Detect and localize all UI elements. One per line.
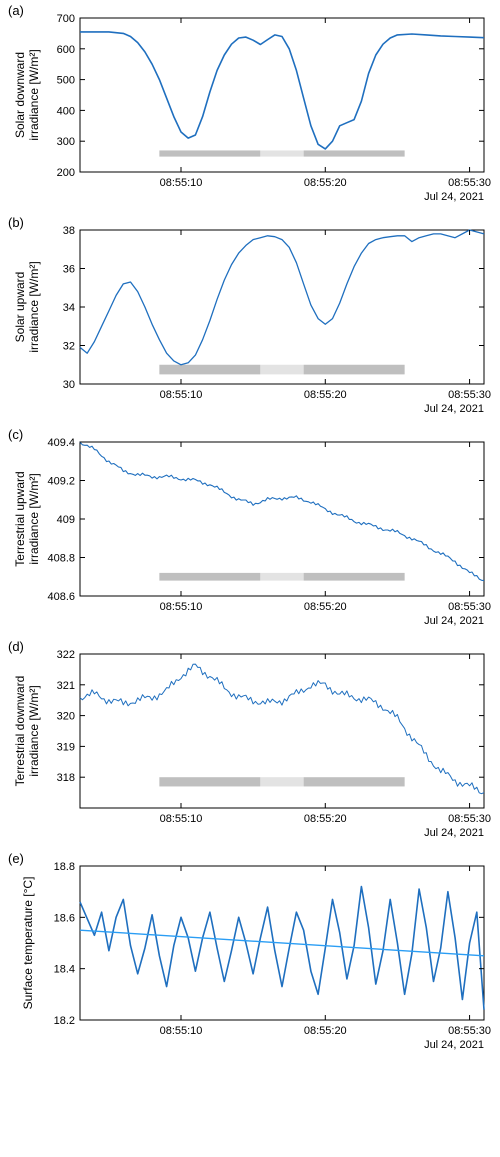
ytick-label: 300 — [57, 136, 75, 148]
yaxis-label: Terrestrial upwardirradiance [W/m²] — [13, 471, 41, 566]
svg-text:Surface temperature [°C]: Surface temperature [°C] — [21, 877, 35, 1010]
shade-segment — [260, 777, 303, 786]
xtick-label: 08:55:30 — [448, 389, 491, 401]
ytick-label: 32 — [63, 341, 75, 353]
shade-segment — [304, 150, 405, 156]
data-line — [80, 442, 484, 580]
xtick-label: 08:55:30 — [448, 177, 491, 189]
trend-line — [80, 930, 484, 956]
svg-text:Terrestrial upward: Terrestrial upward — [13, 471, 27, 566]
ytick-label: 318 — [57, 772, 75, 784]
ytick-label: 18.2 — [54, 1015, 75, 1027]
shade-segment — [159, 365, 260, 375]
ytick-label: 400 — [57, 105, 75, 117]
plot-frame — [80, 230, 484, 384]
ytick-label: 320 — [57, 711, 75, 723]
data-line — [80, 664, 484, 794]
svg-text:irradiance [W/m²]: irradiance [W/m²] — [27, 49, 41, 140]
ytick-label: 408.8 — [47, 553, 75, 565]
xtick-label: 08:55:20 — [304, 177, 347, 189]
shade-segment — [159, 150, 260, 156]
ytick-label: 18.8 — [54, 861, 75, 873]
panel-c: (c)408.6408.8409409.2409.408:55:1008:55:… — [8, 432, 492, 632]
ytick-label: 409 — [57, 514, 75, 526]
panel-label-a: (a) — [8, 3, 24, 18]
xtick-label: 08:55:10 — [160, 389, 203, 401]
yaxis-label: Solar downwardirradiance [W/m²] — [13, 49, 41, 140]
chart-b: 30 32 34 36 38 08:55:10 08:55:20 08:55:30 Jul 24… — [8, 220, 492, 420]
xtick-label: 08:55:20 — [304, 389, 347, 401]
ytick-label: 34 — [63, 302, 75, 314]
plot-frame — [80, 18, 484, 172]
svg-text:irradiance [W/m²]: irradiance [W/m²] — [27, 685, 41, 776]
chart-e: 18.2 18.4 18.6 18.8 08:55:10 08:55:20 08:55:30… — [8, 856, 492, 1056]
date-label: Jul 24, 2021 — [424, 191, 484, 203]
panel-label-c: (c) — [8, 427, 23, 442]
date-label: Jul 24, 2021 — [424, 403, 484, 415]
svg-text:Terrestrial downward: Terrestrial downward — [13, 676, 27, 787]
yaxis-label: Solar upwardirradiance [W/m²] — [13, 261, 41, 352]
chart-c: 408.6 408.8 409 409.2 409.4 08:55:10 08:55:20 0… — [8, 432, 492, 632]
xtick-label: 08:55:10 — [160, 1025, 203, 1037]
panel-d: (d)31831932032132208:55:1008:55:2008:55:… — [8, 644, 492, 844]
svg-text:irradiance [W/m²]: irradiance [W/m²] — [27, 261, 41, 352]
ytick-label: 30 — [63, 379, 75, 391]
xtick-label: 08:55:10 — [160, 601, 203, 613]
ytick-label: 409.4 — [47, 437, 75, 449]
ytick-label: 500 — [57, 75, 75, 87]
ytick-label: 600 — [57, 44, 75, 56]
chart-a: 200 300 400 500 600 700 08:55:10 08:55:20 08:55:… — [8, 8, 492, 208]
xtick-label: 08:55:20 — [304, 1025, 347, 1037]
ytick-label: 409.2 — [47, 476, 75, 488]
panel-label-d: (d) — [8, 639, 24, 654]
yaxis-label: Surface temperature [°C] — [21, 877, 35, 1010]
date-label: Jul 24, 2021 — [424, 615, 484, 627]
data-line — [80, 230, 484, 365]
xtick-label: 08:55:10 — [160, 177, 203, 189]
ytick-label: 700 — [57, 13, 75, 25]
shade-segment — [159, 573, 260, 581]
panel-e: (e)18.218.418.618.808:55:1008:55:2008:55… — [8, 856, 492, 1056]
ytick-label: 321 — [57, 680, 75, 692]
yaxis-label: Terrestrial downwardirradiance [W/m²] — [13, 676, 41, 787]
xtick-label: 08:55:10 — [160, 813, 203, 825]
svg-text:Solar downward: Solar downward — [13, 52, 27, 138]
shade-segment — [260, 365, 303, 375]
shade-segment — [304, 573, 405, 581]
panel-a: (a)20030040050060070008:55:1008:55:2008:… — [8, 8, 492, 208]
panel-label-e: (e) — [8, 851, 24, 866]
xtick-label: 08:55:30 — [448, 1025, 491, 1037]
svg-text:irradiance [W/m²]: irradiance [W/m²] — [27, 473, 41, 564]
shade-segment — [304, 365, 405, 375]
xtick-label: 08:55:20 — [304, 601, 347, 613]
ytick-label: 322 — [57, 649, 75, 661]
ytick-label: 38 — [63, 225, 75, 237]
ytick-label: 408.6 — [47, 591, 75, 603]
chart-d: 318 319 320 321 322 08:55:10 08:55:20 08:55:30 J… — [8, 644, 492, 844]
panel-b: (b)303234363808:55:1008:55:2008:55:30Jul… — [8, 220, 492, 420]
data-line — [80, 32, 484, 149]
shade-segment — [260, 573, 303, 581]
data-line — [80, 887, 484, 1010]
svg-text:Solar upward: Solar upward — [13, 272, 27, 343]
ytick-label: 200 — [57, 167, 75, 179]
ytick-label: 36 — [63, 264, 75, 276]
ytick-label: 319 — [57, 741, 75, 753]
date-label: Jul 24, 2021 — [424, 1039, 484, 1051]
date-label: Jul 24, 2021 — [424, 827, 484, 839]
shade-segment — [304, 777, 405, 786]
xtick-label: 08:55:30 — [448, 601, 491, 613]
xtick-label: 08:55:30 — [448, 813, 491, 825]
shade-segment — [159, 777, 260, 786]
shade-segment — [260, 150, 303, 156]
ytick-label: 18.4 — [54, 964, 75, 976]
ytick-label: 18.6 — [54, 912, 75, 924]
panel-label-b: (b) — [8, 215, 24, 230]
xtick-label: 08:55:20 — [304, 813, 347, 825]
